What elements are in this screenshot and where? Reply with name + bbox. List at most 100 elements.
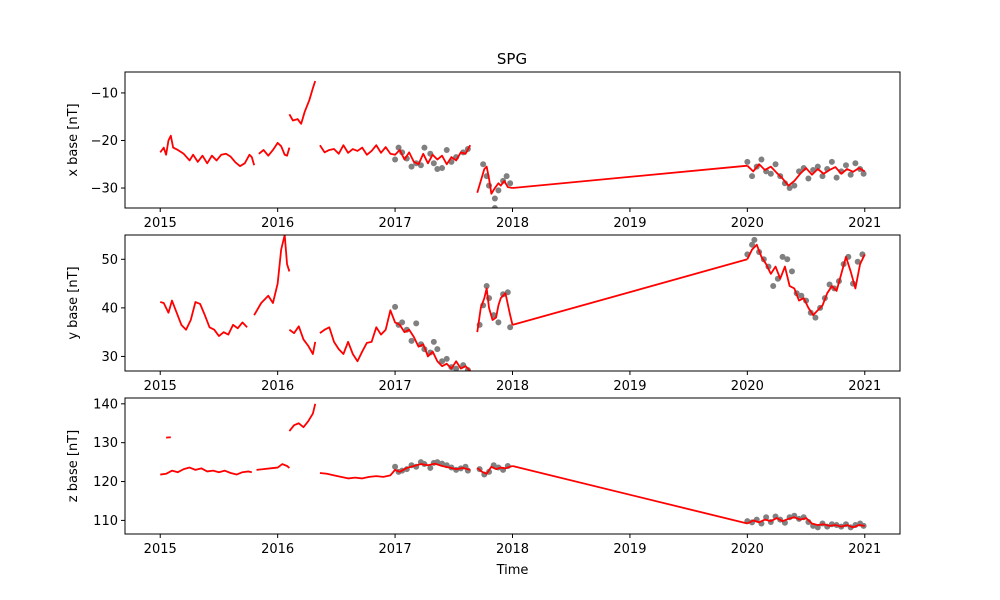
x-tick-label: 2017 xyxy=(379,542,412,557)
x-tick-label: 2019 xyxy=(613,542,646,557)
x-tick-label: 2015 xyxy=(144,216,177,231)
data-point xyxy=(814,524,821,531)
x-tick-label: 2021 xyxy=(848,379,881,394)
data-point xyxy=(860,170,867,177)
x-tick-label: 2020 xyxy=(731,379,764,394)
data-point xyxy=(491,205,498,208)
y-tick-label: 130 xyxy=(93,436,118,451)
x-tick-label: 2015 xyxy=(144,542,177,557)
series-line-segment xyxy=(512,164,748,189)
data-point xyxy=(798,292,805,299)
series-line-segment xyxy=(256,463,290,471)
x-tick-label: 2016 xyxy=(261,542,294,557)
data-point xyxy=(828,158,835,165)
data-point xyxy=(779,253,786,260)
x-tick-label: 2019 xyxy=(613,379,646,394)
series-line-segment xyxy=(319,144,472,166)
data-point xyxy=(427,349,434,356)
data-point xyxy=(751,236,758,243)
data-point xyxy=(503,173,510,180)
plot-area xyxy=(159,80,867,208)
data-point xyxy=(842,162,849,169)
series-line-segment xyxy=(746,243,866,317)
data-point xyxy=(833,174,840,181)
data-point xyxy=(434,346,441,353)
x-tick-label: 2018 xyxy=(496,542,529,557)
series-line-segment xyxy=(476,165,513,195)
y-tick-label: −10 xyxy=(91,86,118,101)
data-point xyxy=(507,180,514,187)
x-tick-label: 2021 xyxy=(848,216,881,231)
data-point xyxy=(408,163,415,170)
data-point xyxy=(767,170,774,177)
chart-title: SPG xyxy=(497,50,527,68)
data-point xyxy=(392,156,399,163)
data-point xyxy=(430,338,437,345)
data-point xyxy=(812,314,819,321)
data-point xyxy=(749,173,756,180)
data-point xyxy=(854,258,861,265)
data-point xyxy=(507,324,514,331)
series-line-segment xyxy=(319,462,471,480)
panels: 2015 2016 2017 2018 2019 2020 2021 −10 −20 −30 x b… xyxy=(66,71,901,578)
data-point xyxy=(749,241,756,248)
data-point xyxy=(788,268,795,275)
y-axis-label: z base [nT] xyxy=(66,430,81,502)
y-tick-label: 40 xyxy=(101,301,118,316)
plot-area xyxy=(160,403,867,531)
series-line-segment xyxy=(512,465,748,525)
y-tick-label: 140 xyxy=(93,397,118,412)
data-point xyxy=(395,144,402,151)
data-point xyxy=(744,158,751,165)
series-line-segment xyxy=(512,258,748,326)
data-point xyxy=(453,365,460,371)
x-tick-label: 2015 xyxy=(144,379,177,394)
data-point xyxy=(814,163,821,170)
y-tick-label: −20 xyxy=(91,134,118,149)
data-point xyxy=(392,463,399,470)
x-tick-label: 2016 xyxy=(261,216,294,231)
y-axis-label: y base [nT] xyxy=(66,266,81,339)
data-point xyxy=(495,187,502,194)
panel-2: 2015 2016 2017 2018 2019 2020 2021 30 40 50 y base… xyxy=(66,234,901,394)
data-point xyxy=(439,358,446,365)
data-point xyxy=(434,166,441,173)
x-tick-label: 2017 xyxy=(379,379,412,394)
data-point xyxy=(408,337,415,344)
series-line-segment xyxy=(159,299,248,337)
series-line-segment xyxy=(288,80,317,125)
data-point xyxy=(791,182,798,189)
data-point xyxy=(392,303,399,310)
y-tick-label: 120 xyxy=(93,475,118,490)
x-tick-label: 2019 xyxy=(613,216,646,231)
data-point xyxy=(443,146,450,153)
y-tick-label: −30 xyxy=(91,182,118,197)
series-line-segment xyxy=(746,516,865,529)
data-point xyxy=(770,283,777,289)
x-tick-label: 2016 xyxy=(261,379,294,394)
series-line-segment xyxy=(746,163,866,187)
panel-1: 2015 2016 2017 2018 2019 2020 2021 −10 −20 −30 x b… xyxy=(66,71,901,231)
x-tick-label: 2020 xyxy=(731,542,764,557)
data-point xyxy=(483,283,490,289)
series-line-segment xyxy=(476,287,514,333)
data-point xyxy=(500,291,507,298)
y-tick-label: 30 xyxy=(101,350,118,365)
data-point xyxy=(430,160,437,167)
x-tick-label: 2018 xyxy=(496,379,529,394)
series-line-segment xyxy=(288,325,317,355)
y-axis-label: x base [nT] xyxy=(66,103,81,176)
data-point xyxy=(786,185,793,192)
plot-area xyxy=(159,235,866,371)
data-point xyxy=(772,161,779,168)
data-point xyxy=(443,355,450,362)
data-point xyxy=(852,160,859,167)
data-point xyxy=(427,464,434,471)
series-line-segment xyxy=(476,465,513,475)
x-tick-label: 2021 xyxy=(848,542,881,557)
data-point xyxy=(784,256,791,263)
data-point xyxy=(491,195,498,202)
data-point xyxy=(421,144,428,151)
series-line-segment xyxy=(288,403,317,432)
